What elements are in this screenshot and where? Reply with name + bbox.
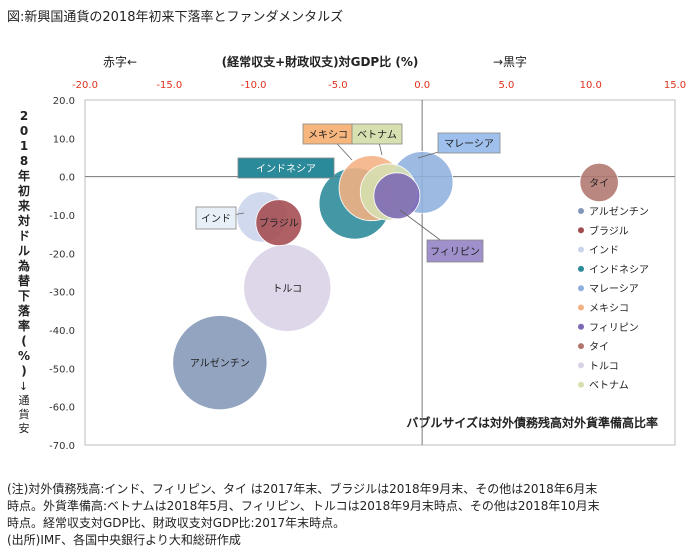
surplus-note: →黒字 — [493, 54, 527, 69]
callout-box — [351, 123, 403, 145]
y-tick-label: -20.0 — [49, 249, 75, 260]
legend-label: インドネシア — [589, 264, 649, 276]
y-tick-label: -70.0 — [49, 441, 75, 452]
x-tick-label: -15.0 — [156, 80, 182, 91]
note-line-1: (注)対外債務残高:インド、フィリピン、タイ は2017年末、ブラジルは2018… — [7, 482, 598, 496]
y-label-char: 下 — [18, 289, 30, 303]
legend-marker — [578, 227, 584, 234]
legend-marker — [578, 362, 584, 369]
y-label-char: 率 — [18, 318, 30, 333]
legend-label: アルゼンチン — [589, 206, 649, 218]
y-label-char: 1 — [20, 139, 28, 153]
data-label: フィリピン — [430, 246, 480, 258]
y-label-char: 2 — [20, 109, 28, 123]
data-label: マレーシア — [444, 139, 494, 150]
x-tick-label: 15.0 — [664, 80, 686, 91]
callout-box — [437, 132, 501, 154]
y-tick-label: -10.0 — [49, 211, 75, 222]
y-tick-label: -60.0 — [49, 403, 75, 414]
y-label-char: 0 — [20, 124, 28, 138]
legend-marker — [578, 265, 584, 272]
legend-marker — [578, 285, 584, 292]
y-label-char: ( — [21, 334, 26, 348]
bubble — [579, 162, 619, 203]
bubble — [172, 315, 268, 411]
callout-box — [237, 157, 335, 179]
chart-title: (経常収支+財政収支)対GDP比 (%) — [222, 54, 419, 69]
plot-frame — [84, 99, 676, 446]
legend-label: ベトナム — [589, 380, 629, 392]
data-label: ベトナム — [357, 129, 397, 141]
y-label-char: ド — [18, 229, 30, 243]
legend-marker — [578, 304, 584, 311]
y-tick-label: -30.0 — [49, 288, 75, 299]
legend-marker — [578, 381, 584, 388]
data-label: トルコ — [272, 284, 302, 295]
source-note: (出所)IMF、各国中央銀行より大和総研作成 — [7, 533, 241, 547]
note-line-2: 時点。外貨準備高:ベトナムは2018年5月、フィリピン、トルコは2018年9月末… — [7, 499, 600, 513]
y-tick-label: 10.0 — [53, 134, 75, 145]
legend-marker — [578, 323, 584, 330]
x-tick-label: 0.0 — [414, 80, 430, 91]
legend-label: マレーシア — [589, 284, 639, 295]
bubble-chart: 赤字← (経常収支+財政収支)対GDP比 (%) →黒字 バブルサイズは対外債務… — [17, 54, 686, 452]
x-tick-label: -10.0 — [241, 80, 267, 91]
legend-label: ブラジル — [589, 224, 629, 237]
note-line-3: 時点。経常収支対GDP比、財政収支対GDP比:2017年末時点。 — [7, 516, 346, 530]
figure-title: 図:新興国通貨の2018年初来下落率とファンダメンタルズ — [7, 10, 344, 25]
y-label-char: 初 — [18, 183, 30, 198]
data-label: タイ — [589, 177, 609, 189]
y-sublabel-char: → — [17, 381, 30, 390]
deficit-note: 赤字← — [103, 54, 137, 69]
legend-marker — [578, 208, 584, 214]
y-label-char: % — [18, 349, 30, 363]
x-tick-label: -5.0 — [328, 80, 348, 91]
y-sublabel-char: 通 — [19, 394, 30, 407]
x-tick-label: 10.0 — [580, 80, 602, 91]
callout-box — [195, 206, 237, 230]
y-label-char: 年 — [18, 168, 30, 183]
legend-marker — [578, 246, 584, 253]
legend-label: メキシコ — [589, 304, 629, 315]
bubble — [255, 199, 303, 247]
x-tick-label: -20.0 — [72, 80, 98, 91]
legend-label: インド — [589, 246, 619, 257]
y-tick-label: 20.0 — [53, 96, 75, 107]
y-sublabel-char: 安 — [19, 421, 30, 435]
x-tick-label: 5.0 — [498, 80, 514, 91]
y-label-char: 落 — [18, 303, 31, 318]
data-label: アルゼンチン — [190, 358, 250, 370]
y-label-char: 替 — [18, 273, 31, 288]
data-label: インドネシア — [256, 163, 316, 175]
legend-label: フィリピン — [589, 322, 639, 334]
legend-label: トルコ — [589, 361, 619, 372]
y-label-char: 為 — [18, 258, 30, 273]
legend-marker — [578, 343, 584, 350]
y-label-char: 8 — [20, 154, 28, 168]
bubble-labels: アルゼンチンブラジルインドインドネシアマレーシアメキシコフィリピンタイトルコベト… — [190, 123, 609, 370]
callout-box — [426, 239, 484, 263]
y-tick-label: -50.0 — [49, 364, 75, 375]
bubbles — [172, 151, 619, 411]
data-label: メキシコ — [308, 130, 348, 141]
y-label-char: 来 — [17, 198, 31, 213]
data-label: インド — [201, 214, 231, 225]
legend-label: タイ — [589, 341, 609, 353]
y-tick-label: 0.0 — [59, 173, 75, 184]
data-label: ブラジル — [259, 217, 299, 230]
y-label-char: ) — [21, 364, 26, 378]
y-label-char: ル — [18, 244, 30, 258]
bubble — [373, 172, 421, 220]
bubble-size-note: バブルサイズは対外債務残高対外貨準備高比率 — [406, 415, 658, 430]
y-sublabel-char: 貨 — [19, 407, 30, 421]
y-tick-label: -40.0 — [49, 326, 75, 337]
legend: アルゼンチンブラジルインドインドネシアマレーシアメキシコフィリピンタイトルコベト… — [578, 206, 649, 392]
y-label-char: 対 — [17, 213, 30, 228]
